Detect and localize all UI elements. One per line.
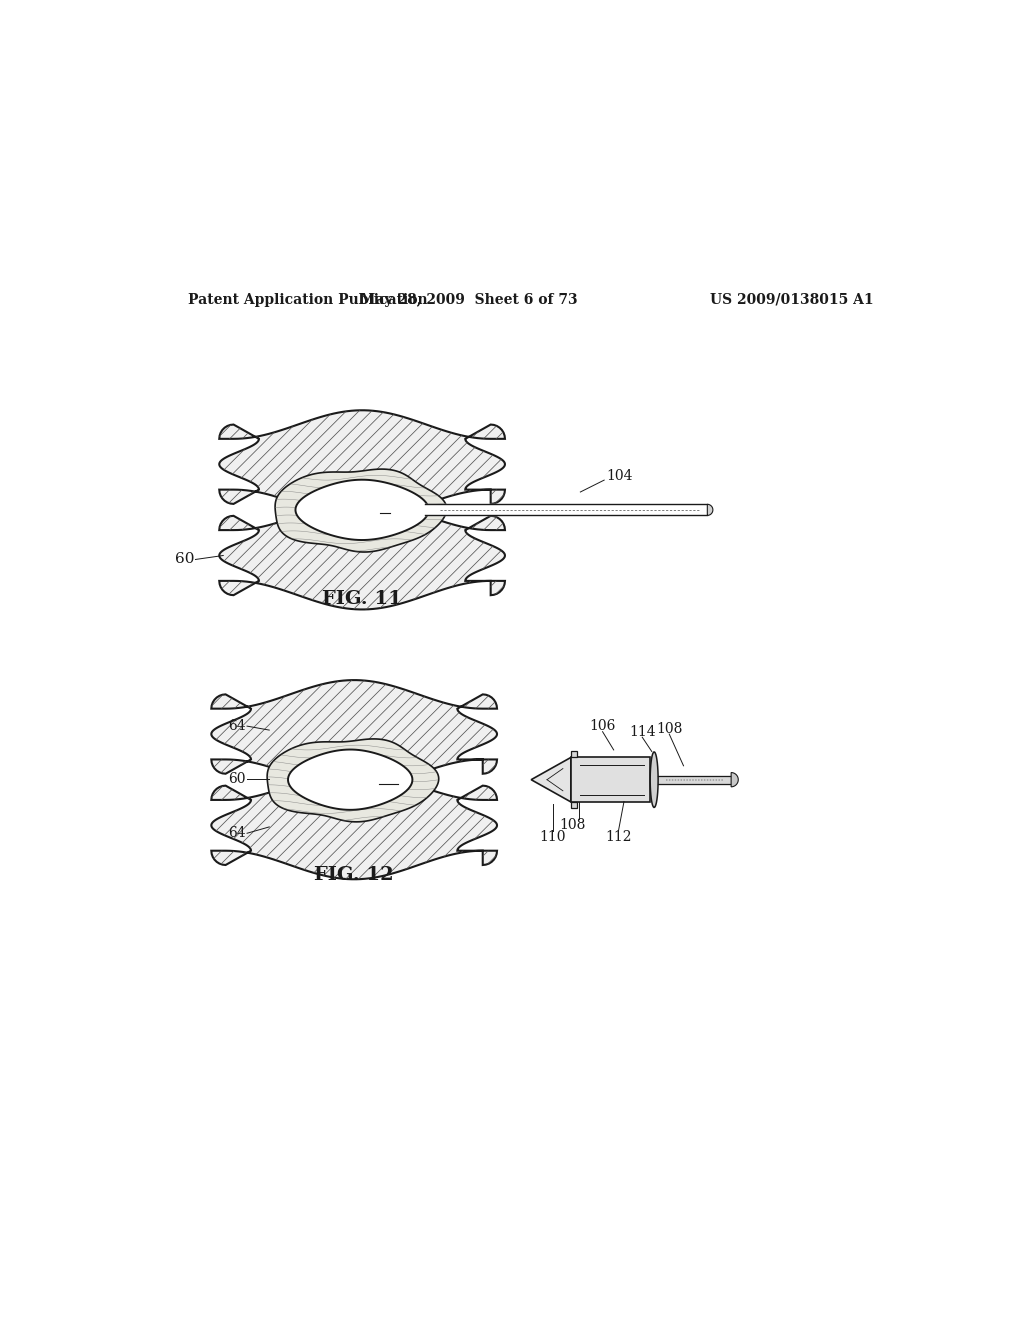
Text: 108: 108: [559, 818, 586, 833]
Text: 104: 104: [607, 469, 633, 483]
Text: 64: 64: [227, 719, 246, 733]
Text: 66: 66: [417, 500, 434, 515]
Polygon shape: [211, 680, 497, 788]
Polygon shape: [267, 739, 438, 822]
Polygon shape: [531, 758, 570, 803]
Text: Patent Application Publication: Patent Application Publication: [187, 293, 427, 308]
Text: May 28, 2009  Sheet 6 of 73: May 28, 2009 Sheet 6 of 73: [360, 293, 579, 308]
Polygon shape: [570, 751, 578, 758]
Text: FIG. 11: FIG. 11: [323, 590, 402, 609]
Text: 60: 60: [175, 553, 195, 566]
Polygon shape: [219, 502, 505, 610]
Text: 62: 62: [380, 771, 397, 784]
Text: 112: 112: [605, 830, 632, 845]
Text: 114: 114: [629, 725, 655, 739]
Polygon shape: [708, 504, 713, 515]
Text: 110: 110: [540, 830, 566, 845]
Text: 60: 60: [228, 772, 246, 787]
Polygon shape: [570, 803, 578, 808]
Text: FIG. 12: FIG. 12: [314, 866, 394, 883]
Text: US 2009/0138015 A1: US 2009/0138015 A1: [711, 293, 873, 308]
Polygon shape: [650, 752, 658, 808]
Polygon shape: [275, 469, 446, 552]
Polygon shape: [570, 758, 650, 803]
Text: 106: 106: [590, 719, 615, 733]
Text: 64: 64: [227, 826, 246, 841]
Polygon shape: [296, 479, 429, 540]
Text: 62: 62: [381, 500, 398, 515]
Polygon shape: [219, 411, 505, 519]
Polygon shape: [211, 771, 497, 879]
Polygon shape: [288, 750, 413, 810]
Text: 108: 108: [656, 722, 682, 735]
Polygon shape: [731, 772, 738, 787]
